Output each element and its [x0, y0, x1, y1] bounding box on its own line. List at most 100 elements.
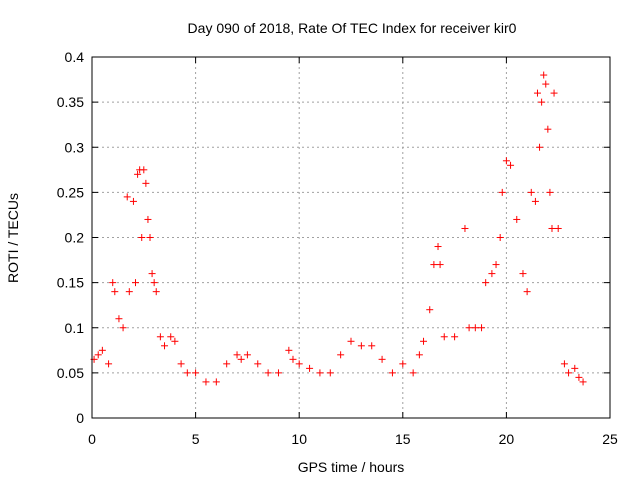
data-point — [177, 360, 185, 368]
data-point — [316, 369, 324, 377]
y-tick-label: 0 — [76, 410, 84, 426]
data-point — [326, 369, 334, 377]
x-tick-label: 5 — [192, 431, 200, 447]
data-point — [519, 270, 527, 278]
data-point — [150, 279, 158, 287]
data-point — [347, 337, 355, 345]
data-point — [202, 378, 210, 386]
y-tick-label: 0.3 — [65, 139, 85, 155]
data-point — [295, 360, 303, 368]
x-tick-labels: 0 5 10 15 20 25 — [88, 431, 618, 447]
data-point — [420, 337, 428, 345]
data-point — [123, 193, 131, 201]
data-point — [430, 261, 438, 269]
y-tick-label: 0.2 — [65, 230, 85, 246]
axis-ticks — [91, 56, 611, 419]
data-point — [119, 324, 127, 332]
data-point — [436, 261, 444, 269]
data-point — [513, 215, 521, 223]
y-tick-label: 0.15 — [57, 275, 84, 291]
y-tick-label: 0.4 — [65, 49, 85, 65]
data-point — [285, 346, 293, 354]
data-point — [426, 306, 434, 314]
data-point — [94, 351, 102, 359]
data-point — [237, 355, 245, 363]
data-point — [368, 342, 376, 350]
chart-title: Day 090 of 2018, Rate Of TEC Index for r… — [188, 20, 517, 36]
data-point — [488, 270, 496, 278]
data-point — [129, 197, 137, 205]
data-point — [540, 71, 548, 79]
x-tick-label: 15 — [395, 431, 411, 447]
x-tick-label: 10 — [291, 431, 307, 447]
y-axis-label: ROTI / TECUs — [5, 193, 21, 283]
data-point — [161, 342, 169, 350]
data-point — [536, 143, 544, 151]
data-point — [538, 98, 546, 106]
data-point — [233, 351, 241, 359]
data-point — [571, 364, 579, 372]
data-point — [111, 288, 119, 296]
data-point — [378, 355, 386, 363]
data-point — [565, 369, 573, 377]
data-point — [223, 360, 231, 368]
data-point — [579, 378, 587, 386]
x-tick-label: 25 — [602, 431, 618, 447]
data-point — [546, 188, 554, 196]
data-point — [274, 369, 282, 377]
data-point — [544, 125, 552, 133]
data-point — [548, 224, 556, 232]
data-point — [533, 89, 541, 97]
data-point — [115, 315, 123, 323]
data-point — [134, 170, 142, 178]
y-tick-label: 0.05 — [57, 365, 84, 381]
x-tick-label: 0 — [88, 431, 96, 447]
data-point — [243, 351, 251, 359]
y-tick-label: 0.25 — [57, 184, 84, 200]
x-tick-label: 20 — [499, 431, 515, 447]
y-tick-label: 0.1 — [65, 320, 85, 336]
grid-lines — [92, 57, 610, 418]
x-axis-label: GPS time / hours — [298, 459, 405, 475]
data-point — [142, 179, 150, 187]
data-point — [192, 369, 200, 377]
data-point — [502, 157, 510, 165]
data-point — [254, 360, 262, 368]
data-point — [105, 360, 113, 368]
y-tick-label: 0.35 — [57, 94, 84, 110]
data-point — [144, 215, 152, 223]
data-point — [550, 89, 558, 97]
data-point — [434, 243, 442, 251]
data-point — [306, 364, 314, 372]
data-points — [90, 71, 587, 386]
data-point — [125, 288, 133, 296]
data-point — [132, 279, 140, 287]
data-point — [471, 324, 479, 332]
data-point — [496, 234, 504, 241]
data-point — [98, 346, 106, 354]
data-point — [451, 333, 459, 341]
data-point — [140, 166, 148, 174]
data-point — [415, 351, 423, 359]
data-point — [527, 188, 535, 196]
data-point — [554, 224, 562, 232]
data-point — [498, 188, 506, 196]
data-point — [523, 288, 531, 296]
data-point — [409, 369, 417, 377]
data-point — [507, 161, 515, 169]
data-point — [289, 355, 297, 363]
data-point — [146, 234, 154, 241]
data-point — [357, 342, 365, 350]
data-point — [575, 373, 583, 381]
y-tick-labels: 0 0.05 0.1 0.15 0.2 0.25 0.3 0.35 0.4 — [57, 49, 84, 426]
data-point — [531, 197, 539, 205]
data-point — [138, 234, 146, 241]
data-point — [337, 351, 345, 359]
data-point — [148, 270, 156, 278]
data-point — [152, 288, 160, 296]
data-point — [482, 279, 490, 287]
data-point — [440, 333, 448, 341]
data-point — [492, 261, 500, 269]
data-point — [465, 324, 473, 332]
